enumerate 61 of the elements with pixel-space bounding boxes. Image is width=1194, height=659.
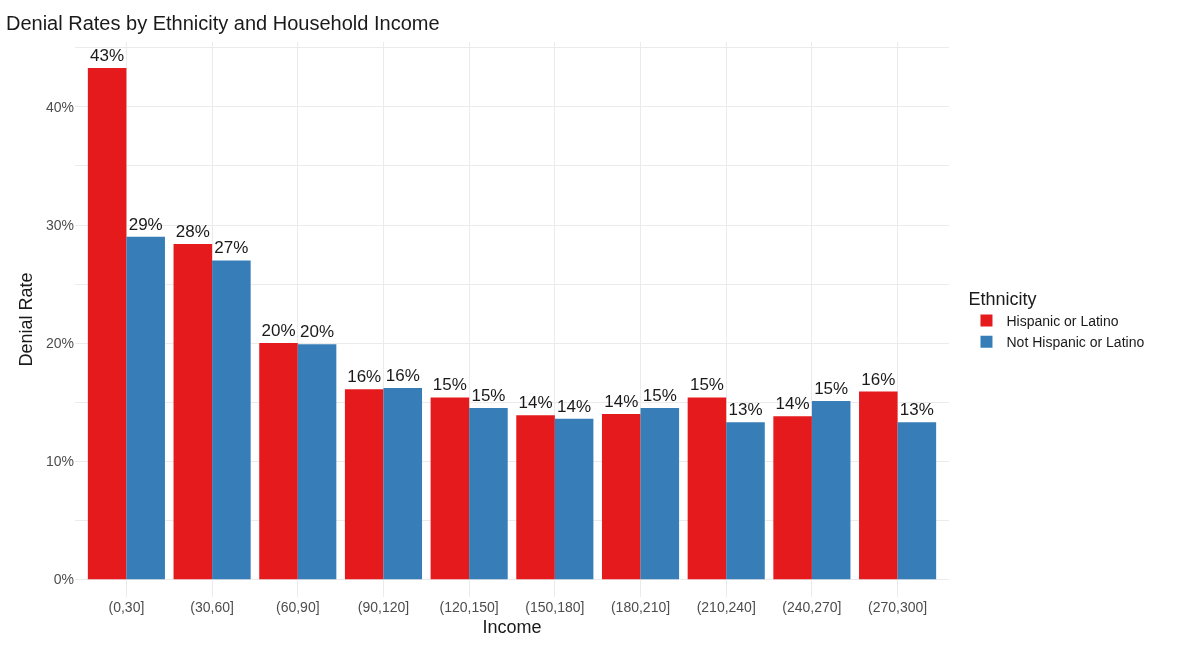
y-tick-label: 40% [45,98,74,115]
bar [430,397,470,580]
data-label: 14% [604,391,639,411]
x-tick-label: (30,60] [190,599,234,615]
y-tick-label: 10% [45,453,74,470]
data-label: 15% [471,386,506,406]
legend-label: Hispanic or Latino [1006,312,1119,329]
data-label: 13% [899,400,934,420]
x-tick-label: (0,30] [108,599,145,615]
y-axis-title: Denial Rate [16,272,37,367]
data-label: 16% [347,367,382,387]
bar [554,418,594,580]
x-tick-label: (180,210] [610,599,671,615]
bar [811,400,851,580]
data-label: 14% [775,394,810,414]
data-label: 14% [518,393,553,413]
bar [297,344,337,580]
x-axis-title: Income [482,617,542,638]
bar [640,408,680,580]
chart-title: Denial Rates by Ethnicity and Household Income [5,12,440,35]
data-label: 16% [385,365,420,385]
bar [469,408,508,580]
y-tick-label: 30% [45,216,74,233]
bar [516,415,555,580]
bar [212,260,251,580]
data-label: 29% [128,214,163,234]
legend-title: Ethnicity [968,288,1037,309]
bar [859,391,898,580]
data-label: 15% [814,378,849,398]
x-tick-label: (150,180] [525,599,585,615]
data-label: 15% [689,375,724,395]
bar [687,397,727,580]
y-tick-label: 20% [45,335,74,352]
data-label: 13% [728,400,763,420]
data-label: 16% [861,369,896,389]
data-label: 14% [557,396,592,416]
x-tick-label: (210,240] [696,599,756,615]
data-label: 15% [432,375,467,395]
bar [173,243,213,580]
bar [87,67,127,580]
bar [601,413,641,580]
x-tick-label: (90,120] [357,599,410,615]
data-label: 15% [642,386,677,406]
data-label: 20% [300,322,335,342]
bar [259,343,298,580]
x-tick-label: (270,300] [868,599,928,615]
data-label: 27% [214,238,249,258]
x-tick-label: (120,150] [439,599,499,615]
bar [126,236,165,580]
data-label: 28% [175,221,210,241]
bar [344,389,384,580]
bar [726,422,765,580]
bar [897,422,937,580]
bar [383,387,423,580]
x-tick-label: (240,270] [782,599,842,615]
legend-label: Not Hispanic or Latino [1006,334,1145,351]
x-tick-label: (60,90] [275,599,320,615]
bar [773,416,812,580]
data-label: 43% [90,45,125,65]
data-label: 20% [261,321,296,341]
y-tick-label: 0% [53,571,74,588]
